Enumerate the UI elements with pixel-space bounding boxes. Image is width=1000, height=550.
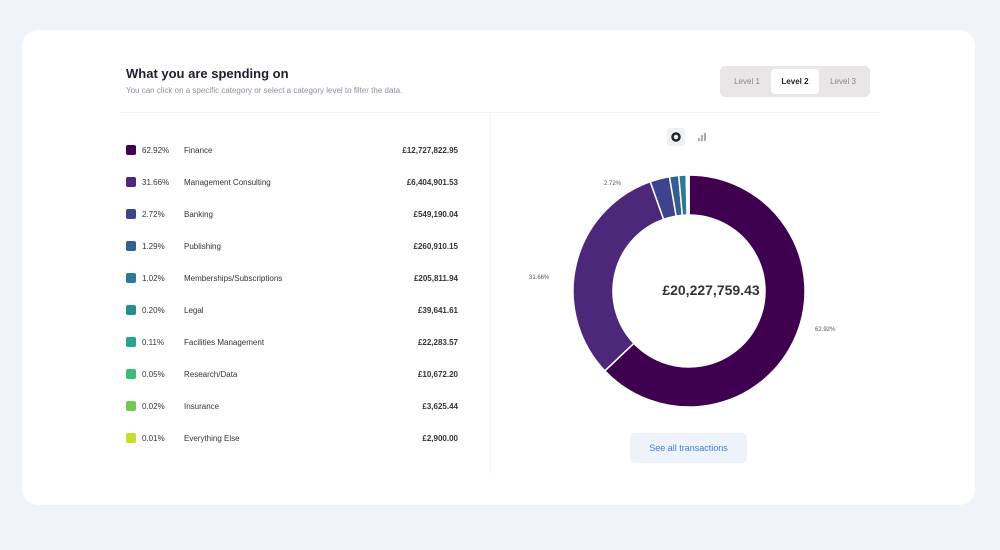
color-swatch [126,401,136,411]
category-name: Legal [184,305,204,315]
category-row[interactable]: 62.92% Finance £12,727,822.95 [126,134,458,166]
donut-slice-management-consulting[interactable] [572,180,665,372]
category-amount: £205,811.94 [413,273,458,283]
category-row[interactable]: 0.02% Insurance £3,625.44 [126,390,458,422]
category-name: Everything Else [184,433,240,443]
category-row[interactable]: 0.01% Everything Else £2,900.00 [126,422,458,454]
donut-total: £20,227,759.43 [662,282,760,298]
spending-card: What you are spending on You can click o… [22,30,975,505]
color-swatch [126,241,136,251]
category-amount: £10,672.20 [417,369,458,379]
category-name: Management Consulting [184,177,271,187]
bar-view-button[interactable] [693,128,711,146]
category-amount: £12,727,822.95 [402,145,458,155]
category-amount: £549,190.04 [413,209,459,219]
category-amount: £260,910.15 [413,241,459,251]
donut-slice-finance[interactable] [603,174,806,408]
category-row[interactable]: 1.29% Publishing £260,910.15 [126,230,458,262]
divider [490,114,491,474]
category-percent: 2.72% [142,209,165,219]
category-row[interactable]: 0.05% Research/Data £10,672.20 [126,358,458,390]
slice-label: 31.66% [529,275,550,281]
level-1-tab[interactable]: Level 1 [734,77,760,86]
color-swatch [126,369,136,379]
category-row[interactable]: 2.72% Banking £549,190.04 [126,198,458,230]
category-row[interactable]: 31.66% Management Consulting £6,404,901.… [126,166,458,198]
page-subtitle: You can click on a specific category or … [126,86,403,95]
category-amount: £2,900.00 [422,433,458,443]
category-name: Research/Data [184,369,238,379]
category-legend: 62.92% Finance £12,727,822.95 31.66% Man… [126,134,458,454]
donut-view-button[interactable] [667,128,685,146]
category-percent: 0.05% [142,369,165,379]
level-3-tab[interactable]: Level 3 [830,77,856,86]
slice-label: 62.92% [815,327,836,333]
color-swatch [126,273,136,283]
category-amount: £39,641.61 [417,305,458,315]
category-percent: 62.92% [142,145,170,155]
category-name: Memberships/Subscriptions [184,273,283,283]
color-swatch [126,145,136,155]
category-percent: 0.02% [142,401,165,411]
category-row[interactable]: 0.20% Legal £39,641.61 [126,294,458,326]
page-title: What you are spending on [126,66,289,81]
category-percent: 0.01% [142,433,165,443]
level-2-tab[interactable]: Level 2 [771,69,819,94]
color-swatch [126,337,136,347]
category-percent: 31.66% [142,177,170,187]
category-percent: 1.02% [142,273,165,283]
category-amount: £22,283.57 [417,337,458,347]
category-name: Insurance [184,401,220,411]
slice-label: 2.72% [604,181,622,187]
category-amount: £3,625.44 [422,401,458,411]
color-swatch [126,433,136,443]
category-name: Publishing [184,241,221,251]
category-name: Facilities Management [184,337,265,347]
category-name: Banking [184,209,213,219]
category-name: Finance [184,145,213,155]
donut-chart-icon [671,132,681,142]
donut-chart [572,174,806,408]
category-percent: 1.29% [142,241,165,251]
category-percent: 0.20% [142,305,165,315]
category-amount: £6,404,901.53 [406,177,458,187]
divider [120,112,880,113]
color-swatch [126,177,136,187]
category-level-selector: Level 1 Level 2 Level 3 [720,66,870,97]
see-all-transactions-button[interactable]: See all transactions [630,433,747,463]
category-percent: 0.11% [142,337,165,347]
color-swatch [126,209,136,219]
category-row[interactable]: 1.02% Memberships/Subscriptions £205,811… [126,262,458,294]
bar-chart-icon [698,133,706,141]
color-swatch [126,305,136,315]
category-row[interactable]: 0.11% Facilities Management £22,283.57 [126,326,458,358]
